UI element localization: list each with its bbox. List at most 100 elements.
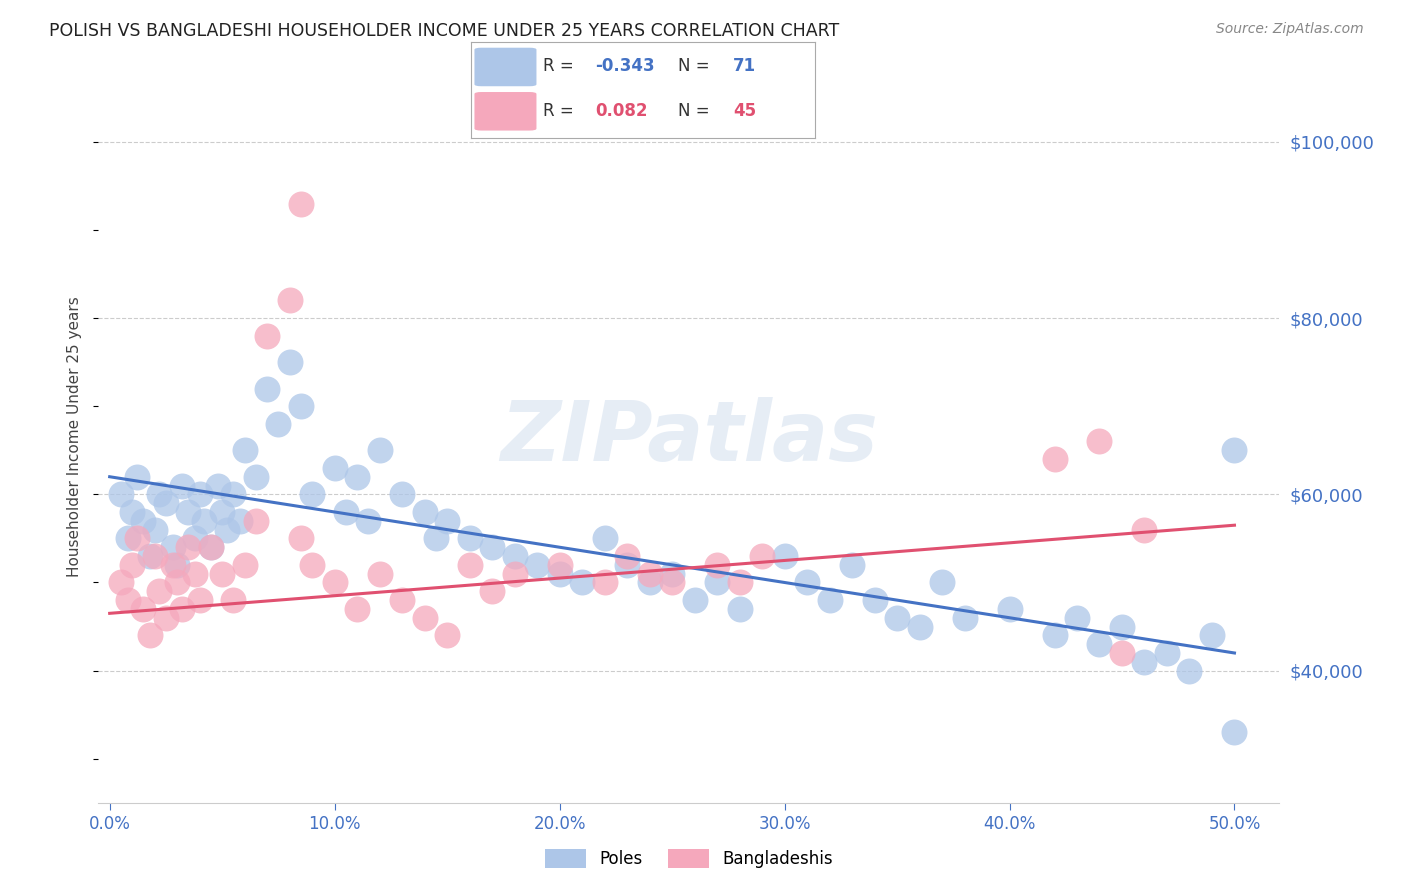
Point — [155, 496, 177, 510]
Point — [796, 575, 818, 590]
Point — [132, 602, 155, 616]
Text: R =: R = — [543, 57, 579, 76]
Point — [1043, 628, 1066, 642]
Point — [1111, 646, 1133, 660]
Point — [301, 558, 323, 572]
Point — [1066, 611, 1088, 625]
Point — [184, 566, 207, 581]
Point — [155, 611, 177, 625]
Point — [290, 399, 312, 413]
Point — [256, 328, 278, 343]
Point — [170, 478, 193, 492]
Point — [931, 575, 953, 590]
Point — [728, 602, 751, 616]
Point — [728, 575, 751, 590]
Point — [170, 602, 193, 616]
Point — [346, 469, 368, 483]
Point — [706, 558, 728, 572]
Point — [706, 575, 728, 590]
Point — [1201, 628, 1223, 642]
Point — [391, 593, 413, 607]
Point — [751, 549, 773, 563]
Point — [503, 549, 526, 563]
Point — [267, 417, 290, 431]
Point — [458, 532, 481, 546]
Point — [436, 514, 458, 528]
Text: 71: 71 — [733, 57, 756, 76]
Point — [616, 549, 638, 563]
Point — [458, 558, 481, 572]
Point — [886, 611, 908, 625]
Point — [200, 540, 222, 554]
Point — [177, 540, 200, 554]
Point — [368, 443, 391, 458]
Point — [245, 469, 267, 483]
Point — [548, 558, 571, 572]
Point — [256, 382, 278, 396]
Point — [211, 505, 233, 519]
Point — [1133, 655, 1156, 669]
Point — [526, 558, 548, 572]
Text: -0.343: -0.343 — [595, 57, 655, 76]
Point — [953, 611, 976, 625]
Text: N =: N = — [678, 102, 714, 120]
Point — [683, 593, 706, 607]
Point — [290, 532, 312, 546]
Point — [207, 478, 229, 492]
Point — [162, 540, 184, 554]
Point — [188, 487, 211, 501]
Point — [391, 487, 413, 501]
Point — [1133, 523, 1156, 537]
Point — [661, 575, 683, 590]
Text: ZIPatlas: ZIPatlas — [501, 397, 877, 477]
Point — [125, 469, 148, 483]
Point — [638, 575, 661, 590]
Point — [357, 514, 380, 528]
Point — [593, 575, 616, 590]
Point — [346, 602, 368, 616]
Point — [117, 532, 139, 546]
Point — [1088, 637, 1111, 651]
Point — [638, 566, 661, 581]
Point — [481, 584, 503, 599]
FancyBboxPatch shape — [474, 92, 537, 130]
Point — [413, 505, 436, 519]
Text: POLISH VS BANGLADESHI HOUSEHOLDER INCOME UNDER 25 YEARS CORRELATION CHART: POLISH VS BANGLADESHI HOUSEHOLDER INCOME… — [49, 22, 839, 40]
Text: 0.082: 0.082 — [595, 102, 648, 120]
Point — [1088, 434, 1111, 449]
Point — [998, 602, 1021, 616]
Point — [148, 584, 170, 599]
Point — [818, 593, 841, 607]
Point — [571, 575, 593, 590]
Point — [863, 593, 886, 607]
Point — [110, 487, 132, 501]
Point — [1223, 725, 1246, 739]
Point — [278, 293, 301, 308]
Point — [773, 549, 796, 563]
Point — [233, 443, 256, 458]
Point — [215, 523, 238, 537]
Point — [139, 628, 162, 642]
Point — [323, 461, 346, 475]
Point — [177, 505, 200, 519]
Text: 45: 45 — [733, 102, 756, 120]
Point — [278, 355, 301, 369]
Point — [233, 558, 256, 572]
Point — [245, 514, 267, 528]
Point — [413, 611, 436, 625]
Point — [229, 514, 252, 528]
Point — [503, 566, 526, 581]
Point — [436, 628, 458, 642]
Point — [166, 575, 188, 590]
Point — [211, 566, 233, 581]
Text: R =: R = — [543, 102, 585, 120]
Point — [110, 575, 132, 590]
Point — [139, 549, 162, 563]
Point — [222, 487, 245, 501]
Point — [301, 487, 323, 501]
Point — [1043, 452, 1066, 467]
Legend: Poles, Bangladeshis: Poles, Bangladeshis — [538, 842, 839, 875]
Point — [1223, 443, 1246, 458]
Point — [132, 514, 155, 528]
Point — [143, 523, 166, 537]
